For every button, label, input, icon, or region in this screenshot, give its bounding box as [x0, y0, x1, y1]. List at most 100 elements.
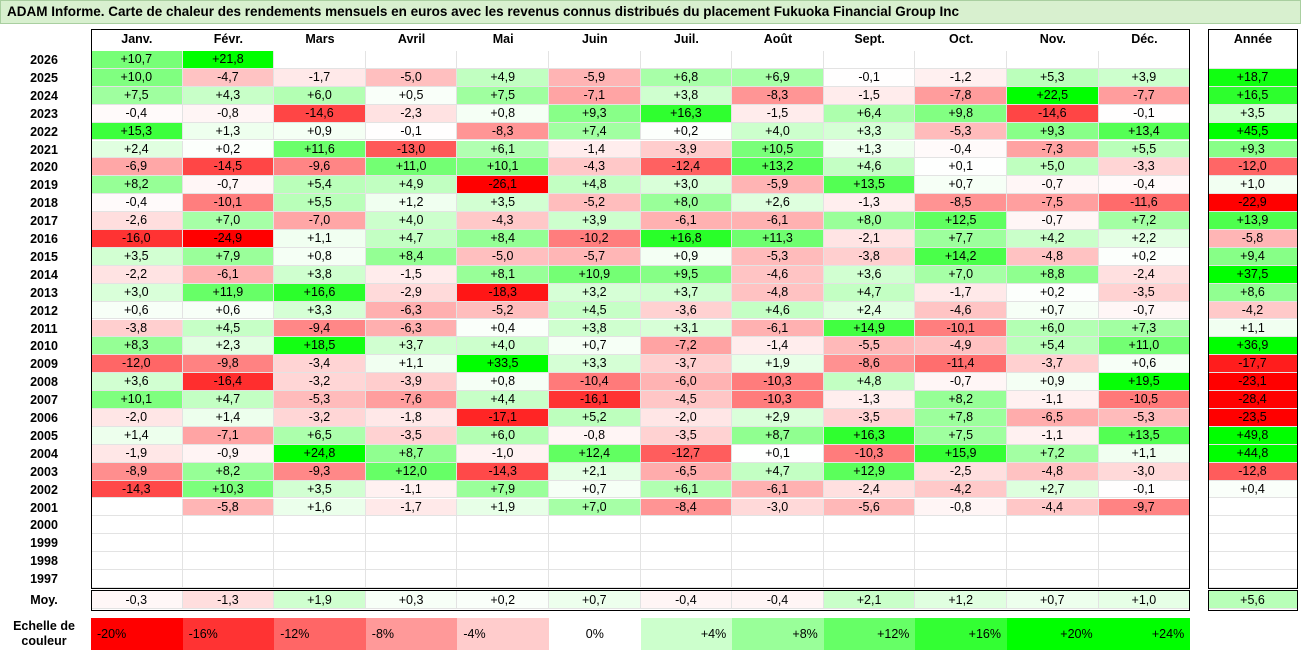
month-header: Avril [397, 32, 426, 46]
heatmap-cell: -3,2 [274, 409, 366, 427]
year-label: 2005 [30, 428, 58, 443]
heatmap-cell: +7,0 [915, 265, 1007, 284]
heatmap-cell [640, 534, 733, 553]
year-label: 2008 [30, 375, 58, 390]
heatmap-cell: -6,3 [365, 319, 458, 338]
heatmap-cell: +6,0 [457, 426, 549, 445]
annual-cell: +9,4 [1208, 247, 1298, 266]
heatmap-cell: +0,8 [457, 104, 549, 123]
heatmap-cell: +3,7 [365, 337, 458, 356]
heatmap-cell [549, 552, 641, 571]
heatmap-cell: +14,2 [915, 247, 1007, 266]
heatmap-cell [91, 570, 183, 588]
scale-label-line1: Echelle de [13, 619, 75, 633]
heatmap-cell: +8,4 [457, 230, 549, 248]
heatmap-cell: -1,3 [823, 194, 916, 213]
heatmap-cell: -9,8 [182, 355, 275, 374]
heatmap-cell: +10,5 [732, 140, 824, 159]
heatmap-cell: +0,2 [1007, 283, 1099, 302]
heatmap-cell: -0,7 [1007, 212, 1099, 230]
heatmap-cell: +4,7 [732, 462, 824, 481]
heatmap-cell [549, 516, 641, 535]
heatmap-cell: +3,5 [91, 247, 183, 266]
heatmap-cell: +4,7 [182, 391, 275, 409]
heatmap-cell: -0,4 [1098, 176, 1191, 195]
heatmap-cell [640, 51, 733, 69]
month-header: Janv. [121, 32, 153, 46]
heatmap-cell: -3,5 [823, 409, 916, 427]
heatmap-cell [915, 516, 1007, 535]
annual-cell: -23,5 [1208, 409, 1298, 427]
average-cell: -0,3 [91, 591, 183, 609]
scale-step: -12% [274, 618, 366, 650]
year-label: 2004 [30, 446, 58, 461]
heatmap-cell: +0,6 [1098, 355, 1191, 374]
average-cell: -1,3 [182, 591, 275, 609]
heatmap-cell: +3,3 [823, 122, 916, 141]
heatmap-cell: -24,9 [182, 230, 275, 248]
month-header: Juin [581, 32, 608, 46]
heatmap-cell: -3,9 [640, 140, 733, 159]
heatmap-cell: -3,5 [365, 426, 458, 445]
heatmap-cell: +10,1 [91, 391, 183, 409]
heatmap-cell: +3,2 [549, 283, 641, 302]
heatmap-cell: -3,0 [732, 498, 824, 517]
heatmap-cell: +0,8 [274, 247, 366, 266]
heatmap-cell: -4,2 [915, 480, 1007, 499]
heatmap-cell: -7,3 [1007, 140, 1099, 159]
annual-cell: +13,9 [1208, 212, 1298, 230]
heatmap-cell: -9,6 [274, 158, 366, 177]
heatmap-cell: +6,8 [640, 68, 733, 87]
year-label: 2002 [30, 482, 58, 497]
heatmap-cell: +0,2 [640, 122, 733, 141]
heatmap-cell: -1,7 [274, 68, 366, 87]
heatmap-cell: +16,3 [823, 426, 916, 445]
heatmap-cell: +1,2 [365, 194, 458, 213]
heatmap-cell [732, 51, 824, 69]
average-cell: +1,0 [1098, 591, 1191, 609]
heatmap-cell: +4,5 [549, 301, 641, 320]
heatmap-cell: -17,1 [457, 409, 549, 427]
average-cell: -0,4 [640, 591, 733, 609]
heatmap-cell: -3,7 [1007, 355, 1099, 374]
heatmap-cell: +7,8 [915, 409, 1007, 427]
heatmap-cell: +21,8 [182, 51, 275, 69]
annual-cell: +44,8 [1208, 444, 1298, 463]
heatmap-cell: -3,4 [274, 355, 366, 374]
month-header: Mars [305, 32, 335, 46]
heatmap-cell [915, 51, 1007, 69]
heatmap-cell: +6,1 [640, 480, 733, 499]
annual-cell: -12,8 [1208, 462, 1298, 481]
heatmap-cell: +1,4 [182, 409, 275, 427]
heatmap-cell: -11,4 [915, 355, 1007, 374]
heatmap-cell: +1,9 [732, 355, 824, 374]
heatmap-cell: -12,4 [640, 158, 733, 177]
heatmap-cell: +12,0 [365, 462, 458, 481]
heatmap-cell: -10,1 [915, 319, 1007, 338]
annual-cell: +37,5 [1208, 265, 1298, 284]
heatmap-cell: -9,3 [274, 462, 366, 481]
heatmap-cell: -14,3 [91, 480, 183, 499]
year-label: 2007 [30, 393, 58, 408]
heatmap-cell [365, 516, 458, 535]
average-cell: +0,7 [1007, 591, 1099, 609]
heatmap-cell: -5,3 [1098, 409, 1191, 427]
heatmap-cell: +8,0 [823, 212, 916, 230]
heatmap-cell: -0,8 [915, 498, 1007, 517]
heatmap-cell: -7,8 [915, 86, 1007, 105]
heatmap-cell: -1,5 [823, 86, 916, 105]
heatmap-cell: +0,9 [274, 122, 366, 141]
heatmap-cell [823, 51, 916, 69]
heatmap-cell: -7,2 [640, 337, 733, 356]
heatmap-cell: +11,9 [182, 283, 275, 302]
heatmap-cell: +11,6 [274, 140, 366, 159]
scale-step: -4% [457, 618, 549, 650]
heatmap-cell: +12,5 [915, 212, 1007, 230]
heatmap-cell: -4,6 [732, 265, 824, 284]
average-annual-cell: +5,6 [1208, 591, 1298, 609]
heatmap-cell: +3,0 [640, 176, 733, 195]
heatmap-cell: +8,0 [640, 194, 733, 213]
heatmap-cell [549, 570, 641, 588]
heatmap-cell: +7,7 [915, 230, 1007, 248]
heatmap-cell: -1,2 [915, 68, 1007, 87]
